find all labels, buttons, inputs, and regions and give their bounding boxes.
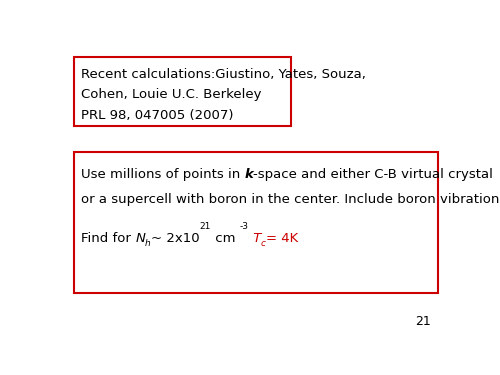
Text: or a supercell with boron in the center. Include boron vibrations: or a supercell with boron in the center.…	[81, 193, 500, 206]
Text: = 4K: = 4K	[266, 231, 298, 244]
FancyBboxPatch shape	[74, 57, 291, 126]
Text: Cohen, Louie U.C. Berkeley: Cohen, Louie U.C. Berkeley	[81, 88, 262, 101]
Text: ~ 2x10: ~ 2x10	[151, 231, 200, 244]
Text: Recent calculations:Giustino, Yates, Souza,: Recent calculations:Giustino, Yates, Sou…	[81, 68, 366, 81]
Text: -space and either C-B virtual crystal: -space and either C-B virtual crystal	[254, 168, 494, 181]
Text: cm: cm	[211, 231, 240, 244]
Text: T: T	[248, 231, 261, 244]
Text: Use millions of points in: Use millions of points in	[81, 168, 244, 181]
Text: ​k: ​k	[244, 168, 254, 181]
Text: -3: -3	[240, 222, 248, 231]
Text: c: c	[261, 240, 266, 249]
Text: 21: 21	[415, 315, 430, 328]
Text: N: N	[135, 231, 145, 244]
FancyBboxPatch shape	[74, 152, 438, 293]
Text: h: h	[145, 240, 151, 249]
Text: Find for: Find for	[81, 231, 135, 244]
Text: 21: 21	[200, 222, 211, 231]
Text: PRL 98, 047005 (2007): PRL 98, 047005 (2007)	[81, 109, 234, 122]
